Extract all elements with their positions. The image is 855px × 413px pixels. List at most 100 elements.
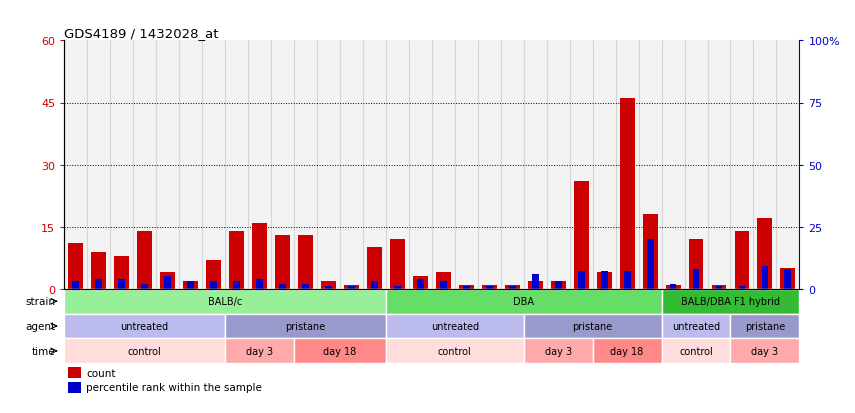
Text: untreated: untreated xyxy=(121,321,168,331)
Bar xyxy=(413,277,428,289)
Bar xyxy=(753,41,776,289)
Text: count: count xyxy=(86,368,115,377)
Text: strain: strain xyxy=(26,297,56,306)
Bar xyxy=(436,273,451,289)
Bar xyxy=(91,252,106,289)
Bar xyxy=(578,272,585,289)
Text: day 3: day 3 xyxy=(545,346,572,356)
Bar xyxy=(187,282,194,289)
Bar xyxy=(669,284,676,289)
Bar xyxy=(409,41,432,289)
Bar xyxy=(688,240,704,289)
Bar xyxy=(781,268,795,289)
Bar xyxy=(279,284,286,289)
Bar xyxy=(298,235,313,289)
Bar xyxy=(569,41,593,289)
Bar xyxy=(478,41,501,289)
Bar xyxy=(601,272,608,289)
Bar xyxy=(623,272,630,289)
Bar xyxy=(776,41,799,289)
Bar xyxy=(371,282,378,289)
Bar xyxy=(739,287,746,289)
Bar xyxy=(546,41,569,289)
Bar xyxy=(685,41,708,289)
Bar xyxy=(252,223,267,289)
Bar xyxy=(459,285,474,289)
Bar xyxy=(593,41,616,289)
Bar xyxy=(72,282,79,289)
Bar xyxy=(386,289,662,314)
Bar xyxy=(225,41,248,289)
Bar xyxy=(394,287,401,289)
Text: time: time xyxy=(32,346,56,356)
Bar xyxy=(523,41,546,289)
Bar xyxy=(294,339,386,363)
Bar xyxy=(294,41,317,289)
Text: percentile rank within the sample: percentile rank within the sample xyxy=(86,382,262,392)
Bar xyxy=(555,282,562,289)
Bar xyxy=(734,231,750,289)
Bar xyxy=(321,281,336,289)
Bar xyxy=(206,260,221,289)
Bar xyxy=(481,285,497,289)
Bar xyxy=(390,240,404,289)
Bar xyxy=(256,279,262,289)
Bar xyxy=(597,273,611,289)
Text: BALB/DBA F1 hybrid: BALB/DBA F1 hybrid xyxy=(681,297,780,306)
Bar xyxy=(344,285,359,289)
Bar xyxy=(156,41,179,289)
Bar xyxy=(417,279,424,289)
Bar xyxy=(639,41,662,289)
Bar xyxy=(504,285,520,289)
Bar xyxy=(325,287,332,289)
Bar xyxy=(711,285,727,289)
Bar xyxy=(183,281,198,289)
Bar xyxy=(716,287,722,289)
Bar xyxy=(118,279,125,289)
Bar xyxy=(133,41,156,289)
Bar xyxy=(762,267,769,289)
Bar xyxy=(64,289,386,314)
Bar xyxy=(68,367,81,378)
Bar xyxy=(275,235,290,289)
Bar xyxy=(523,314,662,339)
Text: pristane: pristane xyxy=(286,321,326,331)
Text: pristane: pristane xyxy=(573,321,613,331)
Bar xyxy=(620,99,634,289)
Text: control: control xyxy=(679,346,713,356)
Bar xyxy=(730,41,753,289)
Bar xyxy=(317,41,340,289)
Bar xyxy=(593,339,662,363)
Bar xyxy=(141,284,148,289)
Bar xyxy=(160,273,175,289)
Text: day 18: day 18 xyxy=(323,346,357,356)
Bar xyxy=(164,277,171,289)
Bar xyxy=(229,231,244,289)
Bar xyxy=(302,284,309,289)
Bar xyxy=(528,281,543,289)
Bar xyxy=(574,182,588,289)
Text: untreated: untreated xyxy=(672,321,720,331)
Text: control: control xyxy=(438,346,472,356)
Bar xyxy=(523,339,593,363)
Bar xyxy=(64,41,87,289)
Bar xyxy=(693,269,699,289)
Bar xyxy=(95,279,102,289)
Text: untreated: untreated xyxy=(431,321,479,331)
Bar xyxy=(87,41,110,289)
Bar xyxy=(202,41,225,289)
Bar xyxy=(225,339,294,363)
Bar xyxy=(114,256,129,289)
Bar xyxy=(665,285,681,289)
Bar xyxy=(68,382,81,393)
Bar xyxy=(367,248,382,289)
Bar xyxy=(758,219,772,289)
Bar xyxy=(455,41,478,289)
Text: BALB/c: BALB/c xyxy=(208,297,242,306)
Text: day 3: day 3 xyxy=(752,346,779,356)
Bar xyxy=(233,282,240,289)
Bar xyxy=(110,41,133,289)
Bar xyxy=(662,289,799,314)
Bar xyxy=(662,339,730,363)
Bar xyxy=(646,240,653,289)
